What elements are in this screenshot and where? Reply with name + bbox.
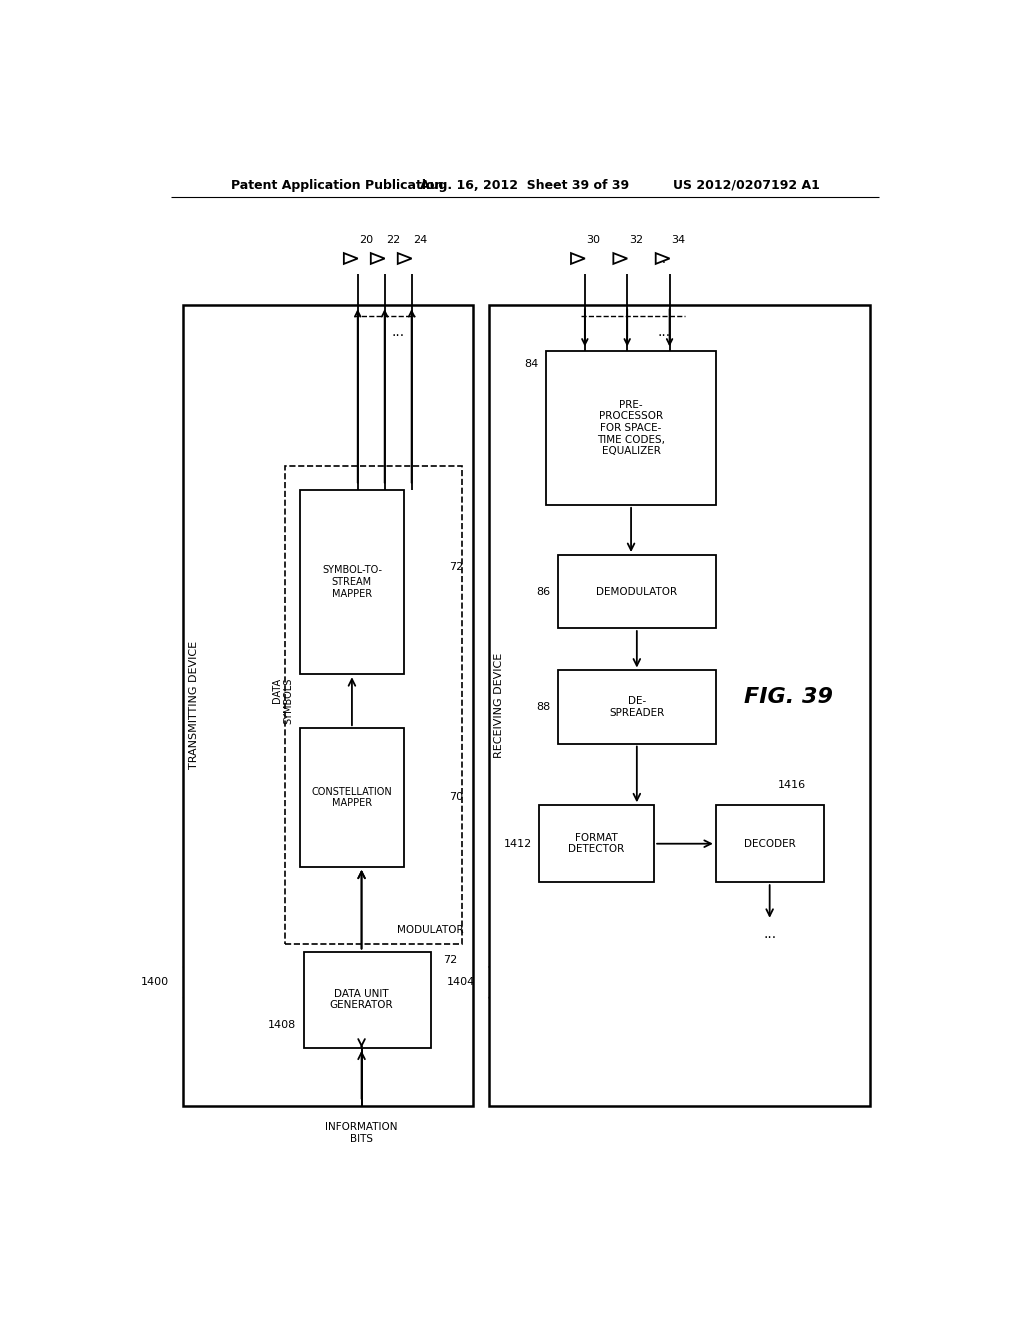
Text: 88: 88 xyxy=(536,702,550,711)
Text: ...: ... xyxy=(657,325,671,339)
Text: DATA
SYMBOLS: DATA SYMBOLS xyxy=(272,678,294,725)
Text: DATA UNIT
GENERATOR: DATA UNIT GENERATOR xyxy=(330,989,393,1010)
Text: 22: 22 xyxy=(386,235,400,244)
Bar xyxy=(304,952,431,1048)
Text: 1404: 1404 xyxy=(446,977,475,987)
Text: ...: ... xyxy=(763,927,776,941)
Text: 70: 70 xyxy=(450,792,463,803)
Bar xyxy=(558,671,716,743)
Text: Patent Application Publication: Patent Application Publication xyxy=(230,178,443,191)
Bar xyxy=(488,305,869,1106)
Bar xyxy=(300,490,403,675)
Text: ...: ... xyxy=(653,252,667,265)
Text: RECEIVING DEVICE: RECEIVING DEVICE xyxy=(495,652,505,758)
Text: MODULATOR: MODULATOR xyxy=(396,924,463,935)
Text: 32: 32 xyxy=(629,235,643,244)
Bar xyxy=(183,305,473,1106)
Text: 1416: 1416 xyxy=(777,780,806,789)
Text: 72: 72 xyxy=(449,561,463,572)
Text: 1408: 1408 xyxy=(268,1019,296,1030)
Text: DECODER: DECODER xyxy=(743,838,796,849)
Text: 84: 84 xyxy=(524,359,539,368)
Text: PRE-
PROCESSOR
FOR SPACE-
TIME CODES,
EQUALIZER: PRE- PROCESSOR FOR SPACE- TIME CODES, EQ… xyxy=(597,400,665,457)
Polygon shape xyxy=(371,253,385,264)
Text: ...: ... xyxy=(391,325,404,339)
Text: FORMAT
DETECTOR: FORMAT DETECTOR xyxy=(568,833,625,854)
Polygon shape xyxy=(344,253,357,264)
Text: 72: 72 xyxy=(443,956,458,965)
Bar xyxy=(539,805,654,882)
Polygon shape xyxy=(397,253,412,264)
Bar xyxy=(547,351,716,506)
Text: DE-
SPREADER: DE- SPREADER xyxy=(609,696,665,718)
Text: CONSTELLATION
MAPPER: CONSTELLATION MAPPER xyxy=(311,787,392,808)
Polygon shape xyxy=(571,253,585,264)
Text: SYMBOL-TO-
STREAM
MAPPER: SYMBOL-TO- STREAM MAPPER xyxy=(322,565,382,598)
Text: 86: 86 xyxy=(537,586,550,597)
Text: Aug. 16, 2012  Sheet 39 of 39: Aug. 16, 2012 Sheet 39 of 39 xyxy=(420,178,630,191)
Text: US 2012/0207192 A1: US 2012/0207192 A1 xyxy=(673,178,819,191)
Text: 20: 20 xyxy=(359,235,374,244)
Bar xyxy=(558,554,716,628)
Text: TRANSMITTING DEVICE: TRANSMITTING DEVICE xyxy=(188,642,199,770)
Text: DEMODULATOR: DEMODULATOR xyxy=(596,586,678,597)
Text: INFORMATION
BITS: INFORMATION BITS xyxy=(326,1122,397,1144)
Text: 34: 34 xyxy=(671,235,685,244)
Bar xyxy=(300,729,403,867)
Polygon shape xyxy=(655,253,670,264)
Text: 24: 24 xyxy=(413,235,427,244)
Text: FIG. 39: FIG. 39 xyxy=(744,688,834,708)
Text: 1400: 1400 xyxy=(141,977,169,987)
Text: 30: 30 xyxy=(587,235,600,244)
Polygon shape xyxy=(613,253,628,264)
Text: 1412: 1412 xyxy=(504,838,532,849)
Bar xyxy=(285,466,462,944)
Bar xyxy=(716,805,823,882)
